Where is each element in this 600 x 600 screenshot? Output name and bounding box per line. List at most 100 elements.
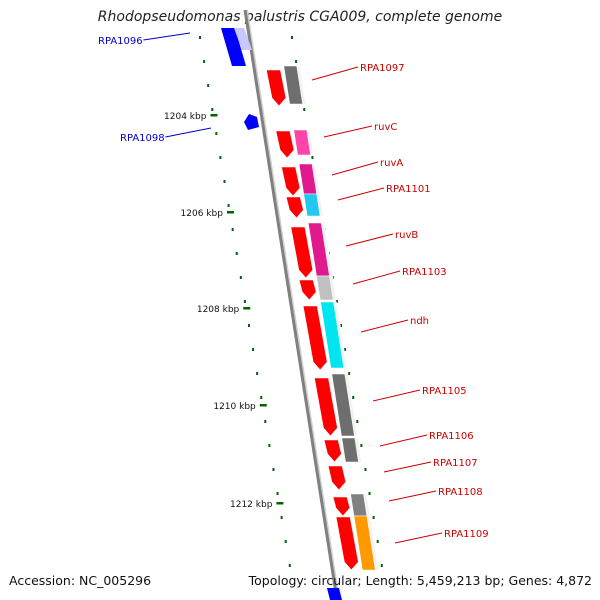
label-leader-line <box>331 161 379 176</box>
tick-dot <box>348 372 351 375</box>
tick-dot <box>372 516 375 519</box>
tick-dot <box>380 564 383 567</box>
gene-label: RPA1103 <box>402 267 447 278</box>
major-tick <box>210 114 218 117</box>
tick-dot <box>280 516 283 519</box>
tick-label: 1210 kbp <box>213 402 256 412</box>
label-leader-line <box>388 490 437 502</box>
forward-gene-highlight <box>234 28 252 50</box>
gene-label: RPA1101 <box>386 184 431 195</box>
forward-gene-arrow <box>244 114 259 130</box>
gene-label: ruvB <box>395 230 418 241</box>
label-leader-line <box>352 270 401 285</box>
tick-dot <box>376 540 379 543</box>
reverse-gene-arrow <box>314 377 338 437</box>
tick-label: 1212 kbp <box>230 500 273 510</box>
label-leader-line <box>379 434 428 447</box>
tick-label: 1208 kbp <box>197 305 240 315</box>
reverse-gene-arrow <box>332 496 351 517</box>
tick-dot <box>227 204 230 207</box>
tick-dot <box>368 492 371 495</box>
feature-bar <box>316 275 334 301</box>
tick-dot <box>235 252 238 255</box>
tick-dot <box>199 36 202 39</box>
major-tick <box>226 211 234 214</box>
tick-dot <box>344 348 347 351</box>
label-leader-line <box>143 32 191 41</box>
gene-layer <box>221 28 379 600</box>
tick-dot <box>356 420 359 423</box>
gene-label: RPA1105 <box>422 386 467 397</box>
backbone <box>243 9 341 600</box>
tick-dot <box>272 468 275 471</box>
tick-dot <box>335 300 338 303</box>
reverse-gene-arrow <box>275 130 295 159</box>
tick-dot <box>364 468 367 471</box>
feature-bar <box>293 129 311 156</box>
label-leader-line <box>372 389 421 402</box>
label-leader-line <box>311 66 359 81</box>
tick-dot <box>303 108 306 111</box>
gene-label: ndh <box>410 316 429 327</box>
feature-bar <box>353 515 376 571</box>
label-leader-line <box>337 187 385 201</box>
feature-bar <box>320 301 345 369</box>
feature-bar <box>331 373 355 437</box>
tick-dot <box>264 420 267 423</box>
tick-dot <box>247 324 250 327</box>
tick-dot <box>352 396 355 399</box>
tick-label: 1206 kbp <box>181 209 224 219</box>
tick-dot <box>260 396 263 399</box>
gene-label: RPA1096 <box>98 36 143 47</box>
tick-dot <box>203 60 206 63</box>
label-leader-line <box>323 125 373 138</box>
tick-dot <box>219 156 222 159</box>
label-leader-line <box>165 127 212 138</box>
map-title: Rhodopseudomonas palustris CGA009, compl… <box>97 9 503 25</box>
label-leader-line <box>383 461 432 473</box>
label-leader-line <box>345 233 394 247</box>
gene-label: ruvA <box>380 158 403 169</box>
tick-dot <box>268 444 271 447</box>
major-tick <box>259 404 267 407</box>
gene-label-layer: RPA1096 RPA1097 RPA1098 ruvC ruvA RPA1101 ruvB… <box>98 32 489 544</box>
label-leader-line <box>360 319 409 333</box>
gene-label: RPA1108 <box>438 487 483 498</box>
tick-dot <box>243 300 246 303</box>
reverse-gene-arrow <box>302 305 328 371</box>
tick-dot <box>291 36 294 39</box>
reverse-gene-arrow <box>290 226 314 279</box>
reverse-gene-arrow <box>285 196 304 219</box>
feature-bar <box>283 65 304 105</box>
forward-gene-block <box>221 28 246 66</box>
tick-dot <box>215 132 218 135</box>
gene-label: RPA1097 <box>360 63 405 74</box>
tick-dot <box>311 156 314 159</box>
tick-label: 1204 kbp <box>164 112 207 122</box>
tick-dot <box>295 60 298 63</box>
tick-layer: 1204 kbp 1206 kbp 1208 kbp 1210 kbp 1212 kbp <box>164 36 383 567</box>
tick-dot <box>239 276 242 279</box>
tick-dot <box>207 84 210 87</box>
tick-dot <box>231 228 234 231</box>
tick-dot <box>276 492 279 495</box>
reverse-gene-arrow <box>281 166 301 197</box>
reverse-gene-arrow <box>298 279 317 301</box>
reverse-gene-arrow <box>335 516 359 571</box>
major-tick <box>243 307 251 310</box>
reverse-gene-arrow <box>327 465 347 491</box>
tick-dot <box>256 372 259 375</box>
feature-bar <box>303 193 321 217</box>
accession-text: Accession: NC_005296 <box>9 573 152 588</box>
tick-dot <box>339 324 342 327</box>
gene-label: RPA1098 <box>120 133 165 144</box>
genome-summary-text: Topology: circular; Length: 5,459,213 bp… <box>248 573 592 588</box>
reverse-gene-arrow <box>265 69 287 107</box>
tick-dot <box>360 444 363 447</box>
feature-bar <box>341 437 359 463</box>
gene-label: ruvC <box>374 122 397 133</box>
reverse-gene-arrow <box>323 439 342 463</box>
tick-dot <box>211 108 214 111</box>
